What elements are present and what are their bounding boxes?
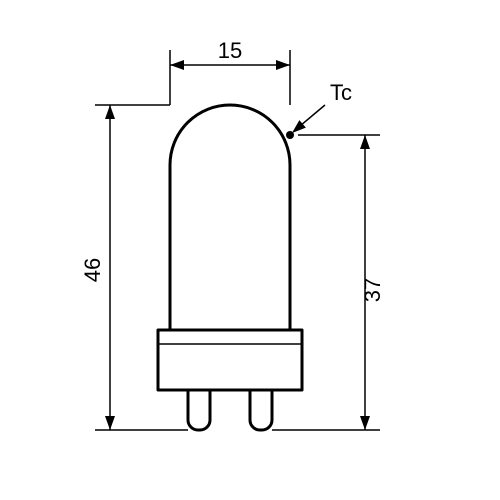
svg-text:15: 15 (218, 38, 242, 63)
svg-text:46: 46 (80, 258, 105, 282)
bulb-base (158, 330, 302, 390)
bulb-pin (250, 390, 272, 430)
bulb-pin (188, 390, 210, 430)
svg-text:37: 37 (360, 278, 385, 302)
svg-text:Tc: Tc (330, 80, 352, 105)
bulb-body (170, 105, 290, 330)
